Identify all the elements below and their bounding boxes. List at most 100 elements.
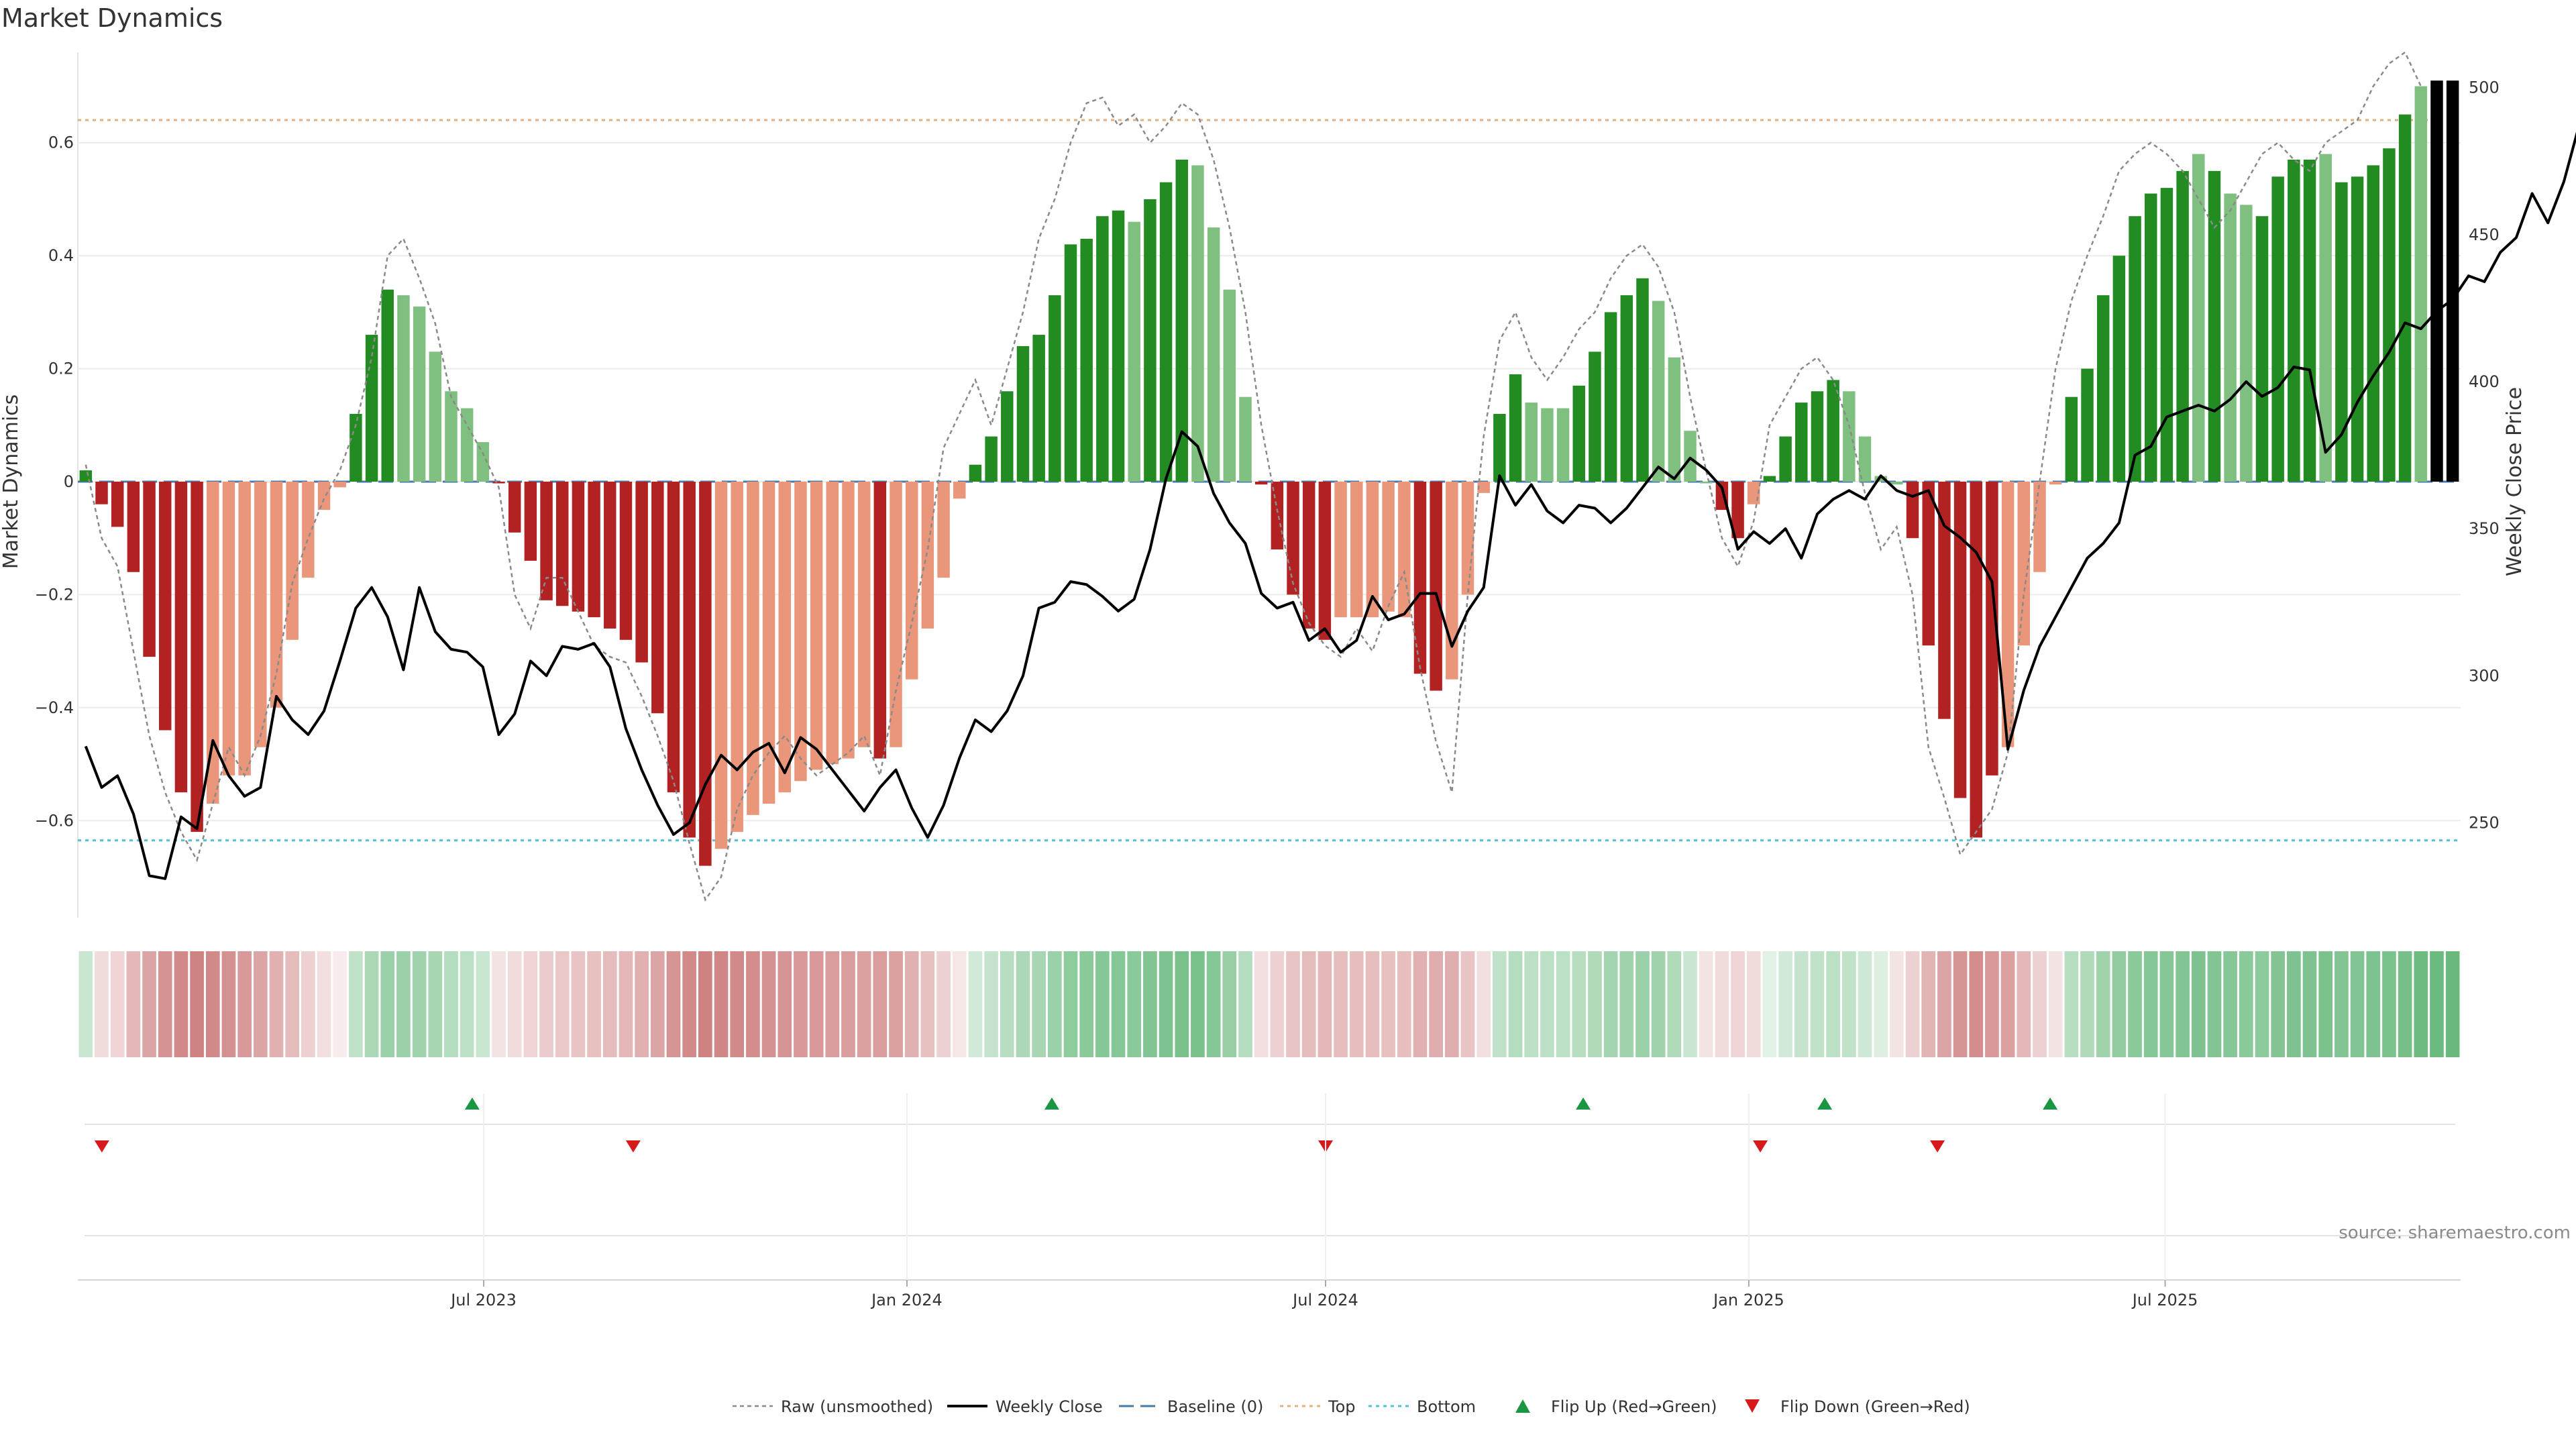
dynamics-bar [667,482,680,793]
dynamics-bar [492,482,505,484]
heat-cell [237,951,252,1057]
dynamics-bar [985,436,998,482]
heat-cell [1238,951,1252,1057]
dynamics-bar [604,482,616,629]
flip-up-marker [1576,1097,1591,1110]
heat-cell [1715,951,1729,1057]
heat-cell [555,951,570,1057]
heat-cell [269,951,284,1057]
heat-cell [1397,951,1411,1057]
dynamics-bar [2383,148,2396,482]
flip-up-marker [1817,1097,1833,1110]
heat-cell [2398,951,2412,1057]
flip-down-marker [1753,1140,1768,1152]
heat-cell [1746,951,1761,1057]
heat-cell [1667,951,1682,1057]
heat-cell [1301,951,1316,1057]
dynamics-bar [1175,160,1188,482]
y-tick-label-left: −0.4 [35,698,74,717]
heat-cell [2334,951,2349,1057]
heat-cell [523,951,538,1057]
y-tick-label-right: 400 [2469,372,2500,391]
y-tick-label-left: 0 [64,472,74,491]
dynamics-bar [1509,374,1522,482]
dynamics-bar [1159,182,1173,482]
heat-cell [1047,951,1062,1057]
dynamics-bar [1064,244,1077,482]
dynamics-bar [2303,160,2316,482]
x-tick-label: Jul 2024 [1291,1291,1358,1309]
heat-cell [936,951,951,1057]
x-tick-label: Jan 2024 [870,1291,943,1309]
heat-cell [2287,951,2301,1057]
heat-cell [794,951,808,1057]
dynamics-bar [2112,256,2126,482]
dynamics-bar [1287,482,1299,595]
dynamics-bar [1382,482,1395,612]
heat-cell [2000,951,2015,1057]
dynamics-bar [508,482,521,533]
reference-lines [78,119,2461,842]
heat-cell [746,951,760,1057]
heat-cell [1651,951,1666,1057]
dynamics-bar [1001,391,1014,482]
heat-cell [889,951,903,1057]
heat-cell [682,951,697,1057]
y-tick-label-right: 250 [2469,813,2500,832]
dynamics-bar [365,335,378,482]
dynamics-bar [1699,482,1713,484]
raw-line [85,51,2422,902]
dynamics-bar [270,482,283,708]
heat-cell [1444,951,1459,1057]
heat-cell [507,951,522,1057]
dynamics-bar [381,289,394,482]
flip-up-marker [1044,1097,1059,1110]
dynamics-bar [2319,154,2332,482]
dynamics-bar [1953,482,1967,798]
y-tick-label-right: 350 [2469,519,2500,538]
dynamics-bar [1096,216,1109,482]
dynamics-bar [1461,482,1474,595]
heat-cell [619,951,633,1057]
heat-cell [1477,951,1491,1057]
dynamics-bar [1938,482,1951,719]
dynamics-bar [1016,345,1030,482]
heat-cell [1508,951,1523,1057]
heat-cell [1079,951,1094,1057]
dynamics-bar [1477,482,1490,493]
heat-cell [380,951,395,1057]
flip-down-marker [625,1140,641,1152]
dynamics-bar [1763,476,1776,482]
grid-lines [77,52,2461,918]
heat-cell [1127,951,1142,1057]
heat-cell [777,951,792,1057]
heat-cell [920,951,935,1057]
heat-cell [1778,951,1792,1057]
heat-cell [1254,951,1269,1057]
dynamics-bar [159,482,172,731]
dynamics-bar [2446,80,2459,482]
heat-cell [1175,951,1189,1057]
heat-cell [1349,951,1364,1057]
dynamics-bar [1207,227,1220,482]
heat-cell [492,951,506,1057]
heat-cell [1143,951,1157,1057]
heat-cell [1111,951,1126,1057]
y-tick-label-left: 0.4 [48,246,74,265]
dynamics-bar [2240,205,2253,482]
heat-cell [2064,951,2079,1057]
heat-cell [2033,951,2047,1057]
dynamics-bar [2081,368,2094,482]
heat-cell [1588,951,1602,1057]
heat-cell [1365,951,1380,1057]
heat-cell [1095,951,1110,1057]
x-tick-label: Jul 2023 [449,1291,517,1309]
dynamics-bar [2335,182,2348,482]
dynamics-bar [254,482,267,747]
heat-cell [2382,951,2396,1057]
heat-cell [1572,951,1587,1057]
dynamics-bar [1589,352,1601,482]
close-series [84,131,2576,880]
heat-cell [730,951,745,1057]
dynamics-bar [556,482,569,606]
